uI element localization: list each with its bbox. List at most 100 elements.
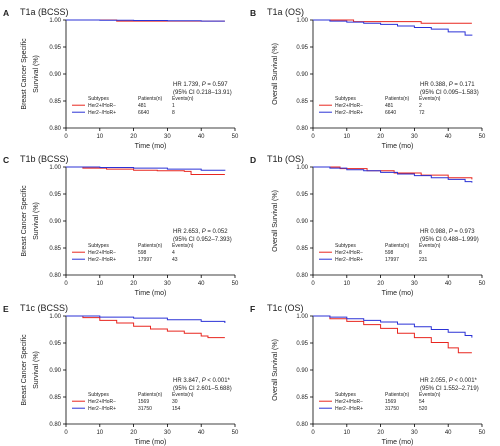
panel-letter: C: [3, 155, 9, 165]
y-tick-label: 1.00: [49, 165, 61, 171]
y-tick-label: 0.80: [49, 126, 61, 132]
hr-value: HR 3.847,: [173, 378, 202, 384]
legend-header-patients: Patients(n): [138, 392, 163, 398]
legend-header-events: Events(n): [172, 392, 194, 398]
x-tick-label: 40: [198, 430, 205, 436]
legend-header-patients: Patients(n): [385, 96, 410, 102]
y-tick-label: 0.95: [49, 45, 61, 51]
x-tick-label: 40: [445, 134, 452, 140]
legend-series-name: Her2+/HoR−: [335, 399, 363, 405]
legend-header-patients: Patients(n): [138, 96, 163, 102]
x-tick-label: 20: [377, 430, 384, 436]
hazard-ratio-text: HR 0.988, P = 0.973: [420, 229, 475, 235]
x-tick-label: 10: [343, 430, 350, 436]
x-tick-label: 0: [64, 281, 68, 287]
legend-header-events: Events(n): [172, 96, 194, 102]
legend-events: 154: [172, 406, 181, 412]
y-tick-label: 1.00: [49, 314, 61, 320]
y-tick-label: 0.90: [296, 72, 308, 78]
legend-series-name: Her2+/HoR−: [335, 250, 363, 256]
panel-a: A T1a (BCSS) 0.80 0.85 0.90 0.95 1.00 0 10 20 30 40…: [3, 7, 239, 150]
confidence-interval-text: (95% CI 0.218–13.91): [173, 90, 232, 96]
hazard-ratio-text: HR 3.847, P < 0.001*: [173, 378, 231, 384]
legend-series-name: Her2−/HoR+: [88, 406, 116, 412]
legend-events: 72: [419, 110, 425, 116]
y-tick-label: 0.90: [296, 368, 308, 374]
legend-events: 2: [419, 103, 422, 109]
x-tick-label: 50: [232, 281, 239, 287]
panel-f: F T1c (OS) 0.80 0.85 0.90 0.95 1.00 0 10 20 30 40 50…: [250, 303, 486, 446]
survival-curve-her2pos-hor-neg: [313, 19, 472, 24]
y-axis-label-line: Survival (%): [33, 202, 40, 240]
p-value: = 0.171: [453, 82, 476, 88]
legend-series-name: Her2−/HoR+: [88, 257, 116, 263]
legend-patients: 17997: [385, 257, 399, 263]
y-tick-label: 1.00: [296, 165, 308, 171]
legend-patients: 481: [385, 103, 394, 109]
y-tick-label: 0.90: [296, 219, 308, 225]
y-tick-label: 0.90: [49, 219, 61, 225]
y-tick-label: 0.85: [49, 395, 61, 401]
y-tick-label: 0.85: [296, 246, 308, 252]
y-axis-label-line: Survival (%): [33, 55, 40, 93]
hazard-ratio-text: HR 2.653, P = 0.052: [173, 229, 228, 235]
y-tick-label: 0.95: [49, 192, 61, 198]
survival-curve-her2neg-hor-pos: [313, 315, 473, 338]
y-tick-label: 0.80: [296, 273, 308, 279]
p-value: < 0.001*: [453, 378, 478, 384]
y-axis-label-line: Overall Survival (%): [272, 190, 279, 252]
legend-events: 520: [419, 406, 428, 412]
hr-value: HR 0.988,: [420, 229, 449, 235]
y-tick-label: 0.90: [49, 368, 61, 374]
y-tick-label: 0.80: [296, 126, 308, 132]
legend-events: 30: [172, 399, 178, 405]
x-tick-label: 10: [343, 281, 350, 287]
legend-series-name: Her2−/HoR+: [335, 110, 363, 116]
x-tick-label: 0: [311, 430, 315, 436]
panel-title: T1b (OS): [267, 154, 304, 164]
hr-value: HR 0.388,: [420, 82, 449, 88]
p-label: P: [449, 82, 453, 88]
x-tick-label: 50: [479, 430, 486, 436]
panel-title: T1b (BCSS): [20, 154, 69, 164]
legend-header-events: Events(n): [172, 243, 194, 249]
x-tick-label: 0: [64, 430, 68, 436]
panel-title: T1a (BCSS): [20, 7, 69, 17]
y-axis-label: Breast Cancer Specific Survival (%): [21, 38, 40, 110]
confidence-interval-text: (95% CI 1.552–2.719): [420, 386, 479, 392]
y-tick-label: 0.85: [49, 246, 61, 252]
legend-series-name: Her2+/HoR−: [88, 250, 116, 256]
x-axis-label: Time (mo): [382, 143, 414, 150]
legend-events: 8: [172, 110, 175, 116]
legend-patients: 31750: [385, 406, 399, 412]
p-value: < 0.001*: [206, 378, 231, 384]
legend-events: 4: [172, 250, 175, 256]
legend-patients: 598: [385, 250, 394, 256]
legend-series-name: Her2−/HoR+: [335, 406, 363, 412]
hazard-ratio-text: HR 0.388, P = 0.171: [420, 82, 475, 88]
x-tick-label: 20: [377, 281, 384, 287]
legend-header-subtypes: Subtypes: [335, 243, 356, 249]
panel-c: C T1b (BCSS) 0.80 0.85 0.90 0.95 1.00 0 10 20 30 40…: [3, 154, 239, 297]
legend-patients: 17997: [138, 257, 152, 263]
legend-header-subtypes: Subtypes: [88, 392, 109, 398]
panel-title: T1c (OS): [267, 303, 304, 313]
x-tick-label: 30: [411, 134, 418, 140]
x-tick-label: 50: [232, 430, 239, 436]
hr-value: HR 2.653,: [173, 229, 202, 235]
y-tick-label: 0.85: [49, 99, 61, 105]
y-tick-label: 0.80: [49, 273, 61, 279]
legend-patients: 598: [138, 250, 147, 256]
confidence-interval-text: (95% CI 0.488–1.999): [420, 237, 479, 243]
panel-title: T1c (BCSS): [20, 303, 68, 313]
survival-curve-her2neg-hor-pos: [66, 166, 226, 171]
x-axis-label: Time (mo): [135, 290, 167, 297]
y-axis-label: Overall Survival (%): [272, 43, 279, 105]
legend-events: 43: [172, 257, 178, 263]
panel-letter: A: [3, 8, 9, 18]
legend-patients: 6640: [385, 110, 396, 116]
x-tick-label: 20: [130, 281, 137, 287]
x-tick-label: 30: [164, 134, 171, 140]
y-tick-label: 1.00: [296, 314, 308, 320]
